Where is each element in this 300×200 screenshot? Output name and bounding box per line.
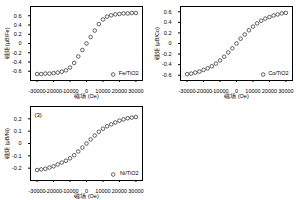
svg-text:-0.6: -0.6: [12, 68, 21, 74]
svg-text:0: 0: [85, 88, 88, 95]
svg-text:磁场 (Oe): 磁场 (Oe): [73, 193, 99, 199]
svg-text:-0.2: -0.2: [12, 165, 21, 171]
svg-text:-30000: -30000: [29, 188, 46, 194]
svg-text:Co/TiO2: Co/TiO2: [268, 70, 288, 76]
svg-text:-10000: -10000: [61, 88, 79, 95]
svg-text:0.2: 0.2: [164, 30, 172, 36]
svg-text:10000: 10000: [95, 188, 111, 195]
svg-text:-10000: -10000: [61, 188, 79, 195]
svg-text:0: 0: [18, 140, 21, 146]
svg-text:30000: 30000: [278, 88, 293, 94]
svg-text:-10000: -10000: [211, 88, 229, 95]
svg-text:20000: 20000: [262, 88, 277, 94]
svg-text:磁矩 (μB/Co): 磁矩 (μB/Co): [154, 27, 160, 61]
svg-text:-0.4: -0.4: [12, 59, 21, 65]
svg-text:0.2: 0.2: [14, 116, 22, 122]
svg-text:磁矩 (μB/Ni): 磁矩 (μB/Ni): [4, 128, 10, 160]
svg-text:0: 0: [235, 88, 238, 95]
svg-text:-30000: -30000: [29, 88, 46, 94]
svg-text:-20000: -20000: [45, 188, 62, 194]
svg-text:Ni/TiO2: Ni/TiO2: [120, 170, 138, 176]
svg-text:0.6: 0.6: [14, 13, 22, 19]
svg-text:0: 0: [85, 188, 88, 195]
svg-text:0.4: 0.4: [164, 19, 172, 25]
svg-text:(3): (3): [35, 112, 42, 118]
svg-text:-0.4: -0.4: [162, 61, 171, 67]
svg-text:-30000: -30000: [179, 88, 196, 94]
svg-text:-0.6: -0.6: [162, 72, 171, 78]
svg-text:20000: 20000: [112, 188, 127, 194]
svg-text:磁场 (Oe): 磁场 (Oe): [223, 93, 249, 99]
svg-text:10000: 10000: [245, 88, 261, 95]
svg-text:Fe/TiO2: Fe/TiO2: [119, 70, 139, 76]
svg-text:0.1: 0.1: [14, 128, 22, 134]
svg-text:-20000: -20000: [195, 88, 212, 94]
svg-text:磁矩 (μB/Fe): 磁矩 (μB/Fe): [4, 27, 10, 60]
svg-text:20000: 20000: [112, 88, 127, 94]
svg-text:30000: 30000: [128, 88, 143, 94]
svg-text:10000: 10000: [95, 88, 111, 95]
svg-text:-0.1: -0.1: [12, 153, 21, 159]
svg-text:30000: 30000: [128, 188, 143, 194]
svg-text:0: 0: [168, 40, 171, 46]
svg-text:-0.2: -0.2: [162, 51, 171, 57]
svg-text:0.2: 0.2: [14, 31, 22, 37]
svg-text:0.6: 0.6: [164, 9, 172, 15]
svg-text:0.4: 0.4: [14, 22, 22, 28]
svg-text:-0.2: -0.2: [12, 50, 21, 56]
svg-text:磁场 (Oe): 磁场 (Oe): [73, 93, 99, 99]
svg-text:0: 0: [18, 40, 21, 46]
svg-text:-20000: -20000: [45, 88, 62, 94]
